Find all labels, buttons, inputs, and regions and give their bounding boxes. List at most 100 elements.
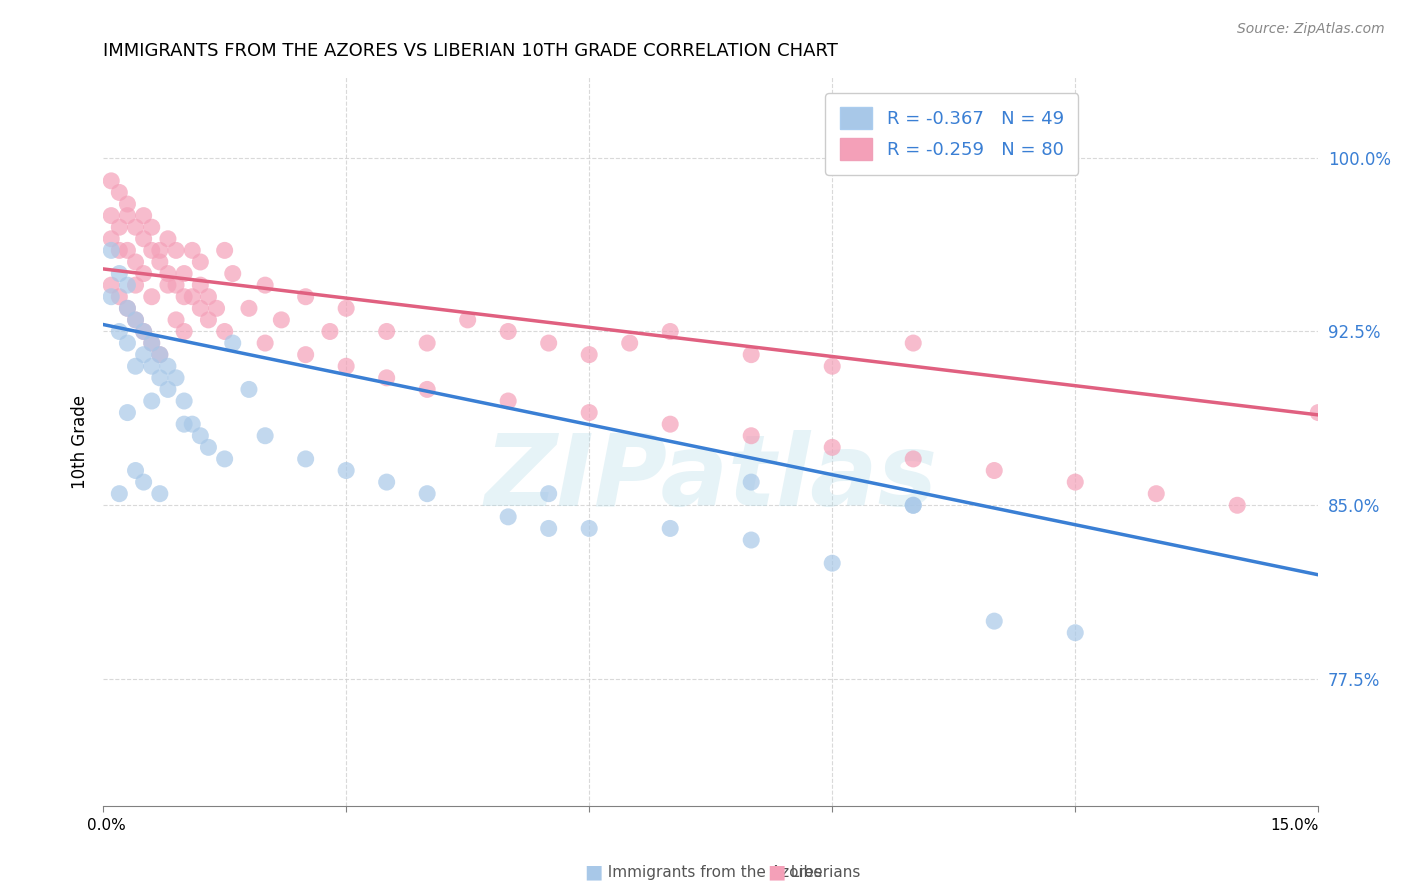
Point bbox=[100, 174, 122, 188]
Point bbox=[270, 313, 292, 327]
Point bbox=[181, 244, 204, 258]
Point bbox=[124, 278, 146, 293]
Point bbox=[117, 244, 139, 258]
Point bbox=[132, 475, 155, 489]
Point bbox=[1064, 625, 1087, 640]
Point bbox=[188, 301, 211, 316]
Point bbox=[254, 278, 277, 293]
Point bbox=[214, 244, 236, 258]
Point bbox=[619, 336, 641, 351]
Y-axis label: 10th Grade: 10th Grade bbox=[72, 394, 89, 489]
Point bbox=[197, 441, 219, 455]
Point bbox=[141, 244, 163, 258]
Point bbox=[141, 394, 163, 409]
Point bbox=[149, 348, 172, 362]
Text: Source: ZipAtlas.com: Source: ZipAtlas.com bbox=[1237, 22, 1385, 37]
Point bbox=[238, 301, 260, 316]
Point bbox=[108, 220, 131, 235]
Point bbox=[132, 325, 155, 339]
Point bbox=[537, 521, 560, 535]
Point bbox=[578, 406, 600, 420]
Point bbox=[132, 267, 155, 281]
Text: 15.0%: 15.0% bbox=[1270, 818, 1319, 833]
Point bbox=[124, 359, 146, 374]
Point bbox=[1144, 486, 1167, 500]
Point bbox=[578, 348, 600, 362]
Point bbox=[165, 278, 187, 293]
Point bbox=[416, 486, 439, 500]
Point bbox=[254, 429, 277, 443]
Point bbox=[132, 232, 155, 246]
Text: ■: ■ bbox=[766, 863, 786, 882]
Point bbox=[416, 336, 439, 351]
Point bbox=[903, 336, 925, 351]
Point bbox=[156, 359, 179, 374]
Point bbox=[100, 244, 122, 258]
Point bbox=[294, 348, 316, 362]
Point bbox=[149, 486, 172, 500]
Point bbox=[659, 521, 682, 535]
Point bbox=[124, 255, 146, 269]
Point bbox=[124, 463, 146, 477]
Point bbox=[222, 336, 245, 351]
Text: IMMIGRANTS FROM THE AZORES VS LIBERIAN 10TH GRADE CORRELATION CHART: IMMIGRANTS FROM THE AZORES VS LIBERIAN 1… bbox=[103, 42, 838, 60]
Point bbox=[108, 486, 131, 500]
Point bbox=[124, 313, 146, 327]
Text: Immigrants from the Azores: Immigrants from the Azores bbox=[598, 865, 823, 880]
Point bbox=[214, 325, 236, 339]
Point bbox=[1064, 475, 1087, 489]
Point bbox=[375, 325, 398, 339]
Text: 0.0%: 0.0% bbox=[87, 818, 125, 833]
Point bbox=[537, 486, 560, 500]
Point bbox=[141, 290, 163, 304]
Point bbox=[124, 220, 146, 235]
Point bbox=[173, 290, 195, 304]
Point bbox=[141, 336, 163, 351]
Point bbox=[537, 336, 560, 351]
Point bbox=[319, 325, 342, 339]
Point bbox=[903, 498, 925, 512]
Point bbox=[821, 556, 844, 570]
Point bbox=[821, 359, 844, 374]
Point bbox=[141, 359, 163, 374]
Point bbox=[335, 301, 357, 316]
Point bbox=[108, 244, 131, 258]
Point bbox=[188, 255, 211, 269]
Point bbox=[149, 244, 172, 258]
Point bbox=[173, 325, 195, 339]
Point bbox=[197, 290, 219, 304]
Point bbox=[124, 313, 146, 327]
Point bbox=[165, 371, 187, 385]
Point bbox=[740, 348, 762, 362]
Point bbox=[100, 209, 122, 223]
Point bbox=[496, 325, 519, 339]
Point bbox=[335, 463, 357, 477]
Point bbox=[156, 267, 179, 281]
Point bbox=[149, 255, 172, 269]
Point bbox=[108, 290, 131, 304]
Point bbox=[294, 290, 316, 304]
Point bbox=[578, 521, 600, 535]
Point bbox=[117, 209, 139, 223]
Point bbox=[222, 267, 245, 281]
Point bbox=[416, 383, 439, 397]
Point bbox=[205, 301, 228, 316]
Point bbox=[903, 451, 925, 466]
Point bbox=[165, 313, 187, 327]
Text: ZIPatlas: ZIPatlas bbox=[484, 430, 938, 526]
Point bbox=[375, 371, 398, 385]
Point bbox=[149, 371, 172, 385]
Point bbox=[740, 533, 762, 547]
Point bbox=[659, 325, 682, 339]
Point bbox=[496, 394, 519, 409]
Point bbox=[117, 197, 139, 211]
Point bbox=[100, 232, 122, 246]
Point bbox=[181, 290, 204, 304]
Point bbox=[108, 325, 131, 339]
Point bbox=[197, 313, 219, 327]
Point bbox=[100, 290, 122, 304]
Point bbox=[173, 394, 195, 409]
Point bbox=[108, 267, 131, 281]
Point bbox=[117, 301, 139, 316]
Point bbox=[375, 475, 398, 489]
